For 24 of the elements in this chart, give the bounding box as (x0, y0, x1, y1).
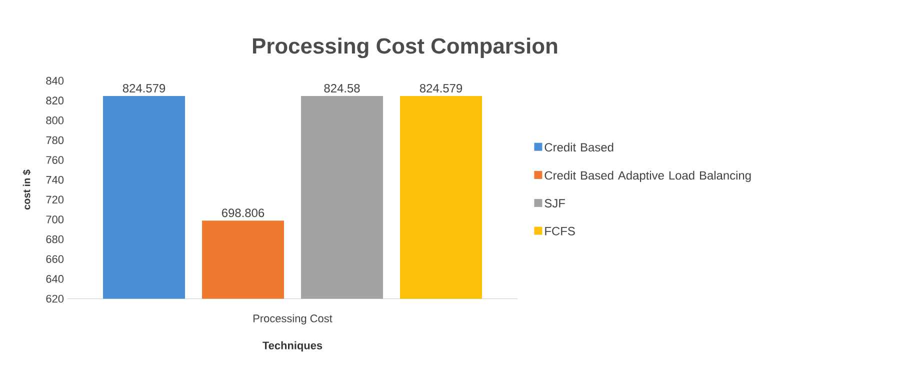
y-tick-label: 620 (46, 294, 64, 303)
chart-title: Processing Cost Comparsion (253, 38, 558, 58)
y-tick-label: 680 (46, 235, 64, 244)
data-label: 824.579 (420, 84, 462, 92)
x-axis-title: Techniques (262, 341, 322, 352)
y-tick-label: 800 (46, 116, 64, 124)
x-tick-label: Processing Cost (254, 314, 332, 324)
data-label: 824.579 (122, 84, 166, 92)
data-label: 698.806 (222, 208, 264, 218)
y-tick-label: 740 (46, 176, 64, 184)
y-tick-label: 700 (46, 216, 64, 224)
y-tick-label: 640 (46, 275, 64, 283)
y-tick-label: 760 (46, 156, 64, 164)
legend-label: Credit Based (544, 142, 614, 152)
legend-label: SJF (544, 199, 565, 208)
legend-label: FCFS (545, 226, 575, 236)
y-tick-label: 840 (46, 76, 64, 85)
data-label: 824.58 (324, 84, 360, 92)
y-axis-title: cost in $ (22, 170, 31, 210)
y-tick-label: 780 (46, 136, 64, 144)
y-tick-label: 820 (46, 96, 64, 104)
y-tick-label: 660 (46, 255, 64, 263)
legend-label: Credit Based Adaptive Load Balancing (544, 170, 751, 182)
y-tick-label: 720 (46, 196, 64, 204)
